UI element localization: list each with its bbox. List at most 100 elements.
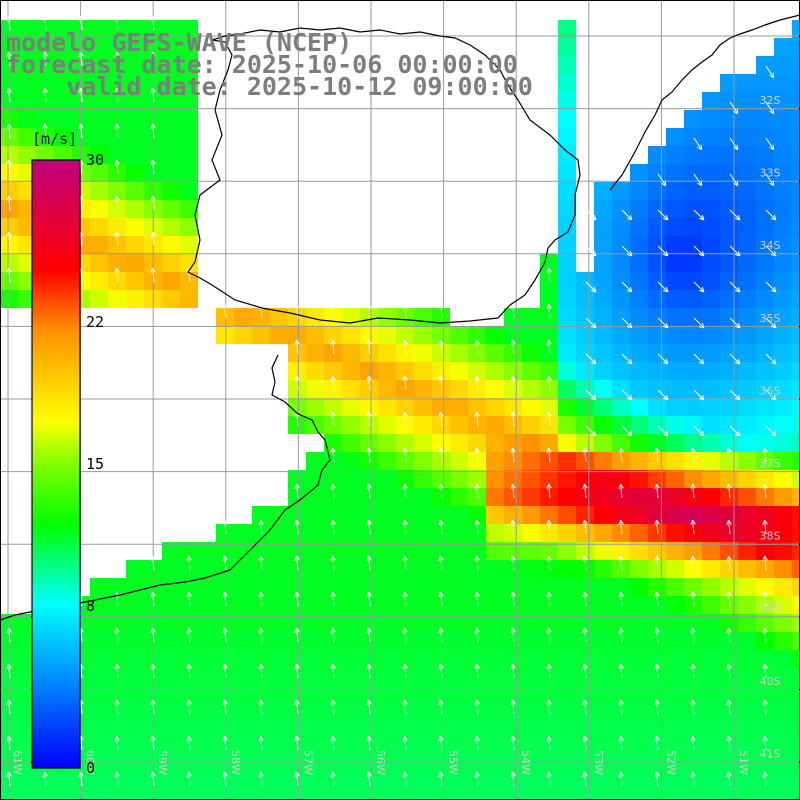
field-cell bbox=[774, 560, 792, 578]
field-cell bbox=[324, 596, 342, 614]
field-cell bbox=[504, 344, 522, 362]
field-cell bbox=[306, 722, 324, 740]
field-cell bbox=[378, 650, 396, 668]
wind-arrow bbox=[546, 375, 552, 391]
field-cell bbox=[216, 794, 234, 800]
field-cell bbox=[756, 794, 774, 800]
field-cell bbox=[468, 380, 486, 398]
field-cell bbox=[630, 578, 648, 596]
wind-arrow bbox=[765, 245, 777, 257]
field-cell bbox=[252, 596, 270, 614]
colorbar-tick-label: 30 bbox=[86, 151, 105, 169]
wind-arrow bbox=[438, 555, 444, 571]
field-cell bbox=[0, 218, 18, 236]
field-cell bbox=[702, 236, 720, 254]
field-cell bbox=[450, 542, 468, 560]
wind-arrow bbox=[6, 87, 12, 103]
wind-arrow bbox=[765, 173, 775, 187]
wind-arrow bbox=[510, 447, 516, 463]
field-cell bbox=[234, 776, 252, 794]
field-cell bbox=[198, 668, 216, 686]
field-cell bbox=[270, 524, 288, 542]
field-cell bbox=[792, 218, 800, 236]
field-cell bbox=[378, 398, 396, 416]
field-cell bbox=[396, 308, 414, 326]
field-cell bbox=[702, 740, 720, 758]
field-cell bbox=[450, 380, 468, 398]
field-cell bbox=[594, 596, 612, 614]
longitude-labels: 61W 60W 59W 58W 57W 56W 55W 54W 53W 52W 51W bbox=[11, 750, 750, 775]
field-cell bbox=[576, 524, 594, 542]
wind-arrow bbox=[78, 51, 84, 67]
field-cell bbox=[90, 704, 108, 722]
field-cell bbox=[684, 650, 702, 668]
wind-arrow bbox=[222, 519, 228, 535]
field-cell bbox=[522, 560, 540, 578]
field-cell bbox=[594, 686, 612, 704]
field-cell bbox=[108, 632, 126, 650]
field-cell bbox=[576, 290, 594, 308]
field-cell bbox=[540, 380, 558, 398]
field-cell bbox=[0, 794, 18, 800]
field-cell bbox=[306, 776, 324, 794]
field-cell bbox=[468, 344, 486, 362]
field-cell bbox=[756, 470, 774, 488]
field-cell bbox=[216, 776, 234, 794]
wind-arrow bbox=[294, 303, 300, 319]
field-cell bbox=[378, 344, 396, 362]
wind-arrow bbox=[186, 555, 192, 571]
field-cell bbox=[180, 650, 198, 668]
field-cell bbox=[540, 398, 558, 416]
field-cell bbox=[774, 254, 792, 272]
field-cell bbox=[540, 308, 558, 326]
field-cell bbox=[90, 650, 108, 668]
field-cell bbox=[738, 416, 756, 434]
wind-arrow bbox=[438, 519, 444, 535]
field-cell bbox=[504, 308, 522, 326]
field-cell bbox=[18, 92, 36, 110]
field-cell bbox=[288, 560, 306, 578]
field-cell bbox=[792, 506, 800, 524]
wind-arrow bbox=[510, 771, 516, 787]
field-cell bbox=[666, 272, 684, 290]
field-cell bbox=[270, 506, 288, 524]
field-cell bbox=[468, 398, 486, 416]
wind-arrow bbox=[366, 339, 372, 355]
field-cell bbox=[108, 578, 126, 596]
field-cell bbox=[558, 20, 576, 38]
field-cell bbox=[216, 632, 234, 650]
field-cell bbox=[594, 488, 612, 506]
wind-arrow bbox=[294, 339, 300, 355]
field-cell bbox=[630, 182, 648, 200]
field-cell bbox=[774, 434, 792, 452]
field-cell bbox=[18, 20, 36, 38]
field-cell bbox=[630, 596, 648, 614]
field-cell bbox=[504, 506, 522, 524]
field-cell bbox=[108, 182, 126, 200]
field-cell bbox=[288, 398, 306, 416]
field-cell bbox=[180, 632, 198, 650]
field-cell bbox=[90, 794, 108, 800]
field-cell bbox=[216, 650, 234, 668]
field-cell bbox=[378, 722, 396, 740]
field-cell bbox=[522, 578, 540, 596]
field-cell bbox=[738, 344, 756, 362]
field-cell bbox=[774, 92, 792, 110]
wind-arrow bbox=[438, 591, 444, 607]
field-cell bbox=[126, 146, 144, 164]
field-cell bbox=[90, 236, 108, 254]
field-cell bbox=[504, 560, 522, 578]
field-cell bbox=[198, 596, 216, 614]
field-cell bbox=[432, 686, 450, 704]
wind-arrow bbox=[657, 425, 669, 437]
field-cell bbox=[594, 524, 612, 542]
field-cell bbox=[738, 740, 756, 758]
wind-arrow bbox=[366, 375, 372, 391]
field-cell bbox=[450, 398, 468, 416]
wind-arrow bbox=[585, 389, 597, 401]
field-cell bbox=[360, 506, 378, 524]
wind-arrow bbox=[438, 663, 444, 679]
field-cell bbox=[558, 128, 576, 146]
field-cell bbox=[270, 668, 288, 686]
field-cell bbox=[162, 614, 180, 632]
